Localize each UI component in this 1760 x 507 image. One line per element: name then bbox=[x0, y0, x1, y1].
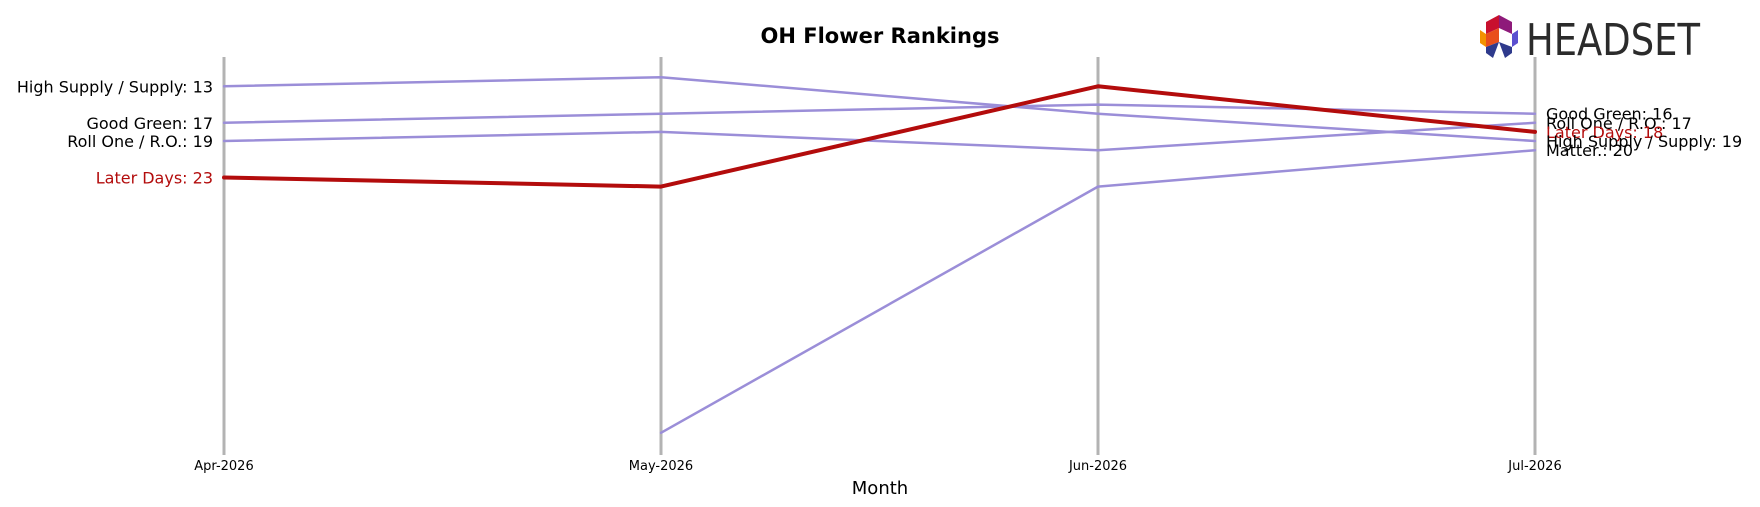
x-tick-label: May-2026 bbox=[629, 459, 693, 474]
series-line-roll-one-r-o bbox=[222, 121, 1537, 152]
month-axis-lines bbox=[222, 57, 1537, 455]
series-lines bbox=[222, 75, 1537, 435]
right-rank-label: Later Days: 18 bbox=[1546, 123, 1663, 142]
headset-logo: HEADSET bbox=[1480, 15, 1700, 66]
right-rank-label: Roll One / R.O.: 17 bbox=[1546, 114, 1692, 133]
series-line-high-supply-supply bbox=[222, 75, 1537, 143]
chart-title: OH Flower Rankings bbox=[761, 24, 1000, 48]
left-rank-label: High Supply / Supply: 13 bbox=[17, 77, 213, 96]
x-tick-label: Jul-2026 bbox=[1507, 459, 1561, 474]
x-axis-label: Month bbox=[852, 478, 908, 499]
series-line-later-days bbox=[222, 84, 1537, 189]
left-rank-label: Good Green: 17 bbox=[86, 114, 213, 133]
right-rank-label: Matter.: 20 bbox=[1546, 141, 1633, 160]
series-line-good-green bbox=[222, 103, 1537, 125]
x-tick-label: Jun-2026 bbox=[1068, 459, 1127, 474]
headset-logo-text: HEADSET bbox=[1526, 15, 1700, 66]
left-rank-label: Roll One / R.O.: 19 bbox=[67, 132, 213, 151]
right-rank-label: Good Green: 16 bbox=[1546, 105, 1673, 124]
right-rank-label: High Supply / Supply: 19 bbox=[1546, 132, 1742, 151]
series-line-matter bbox=[659, 148, 1537, 435]
headset-hexagon-logo-icon bbox=[1480, 15, 1518, 58]
x-tick-labels: Apr-2026 May-2026 Jun-2026 Jul-2026 bbox=[194, 459, 1561, 474]
left-rank-label: Later Days: 23 bbox=[96, 169, 213, 188]
x-tick-label: Apr-2026 bbox=[194, 459, 253, 474]
